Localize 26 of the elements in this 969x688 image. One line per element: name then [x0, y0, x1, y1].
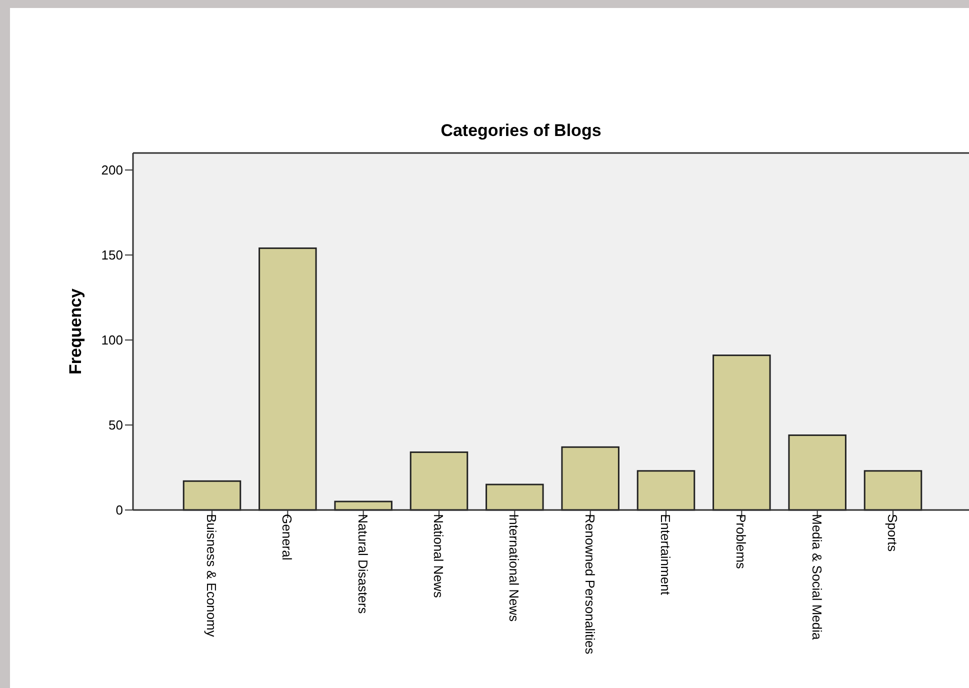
chart-title: Categories of Blogs — [440, 121, 602, 140]
x-tick-label: Sports — [885, 514, 900, 552]
bar — [561, 446, 620, 511]
x-tick-label: Buisness & Economy — [204, 514, 219, 638]
x-tick-label: International News — [506, 514, 522, 622]
y-tick-label: 200 — [101, 162, 123, 178]
bar — [864, 470, 922, 511]
y-tick-label: 0 — [116, 502, 123, 518]
x-tick-label: Problems — [734, 514, 749, 570]
x-tick-label: Renowned Personalities — [582, 514, 598, 655]
y-tick-label: 100 — [101, 332, 123, 348]
x-tick-label: Natural Disasters — [355, 514, 370, 614]
x-tick-label: National News — [431, 514, 446, 598]
y-tick-label: 50 — [108, 418, 123, 433]
bar — [258, 247, 317, 511]
bar — [712, 354, 771, 511]
bar — [486, 484, 544, 511]
x-tick-label: Entertainment — [658, 514, 673, 596]
x-tick-label: Media & Social Media — [809, 514, 824, 640]
y-axis-title: Frequency — [66, 288, 85, 374]
bar — [182, 480, 242, 511]
bar — [410, 451, 468, 511]
x-tick-label: General — [280, 514, 295, 560]
bar — [636, 470, 696, 511]
bar — [788, 434, 846, 511]
y-tick-label: 150 — [101, 248, 123, 263]
